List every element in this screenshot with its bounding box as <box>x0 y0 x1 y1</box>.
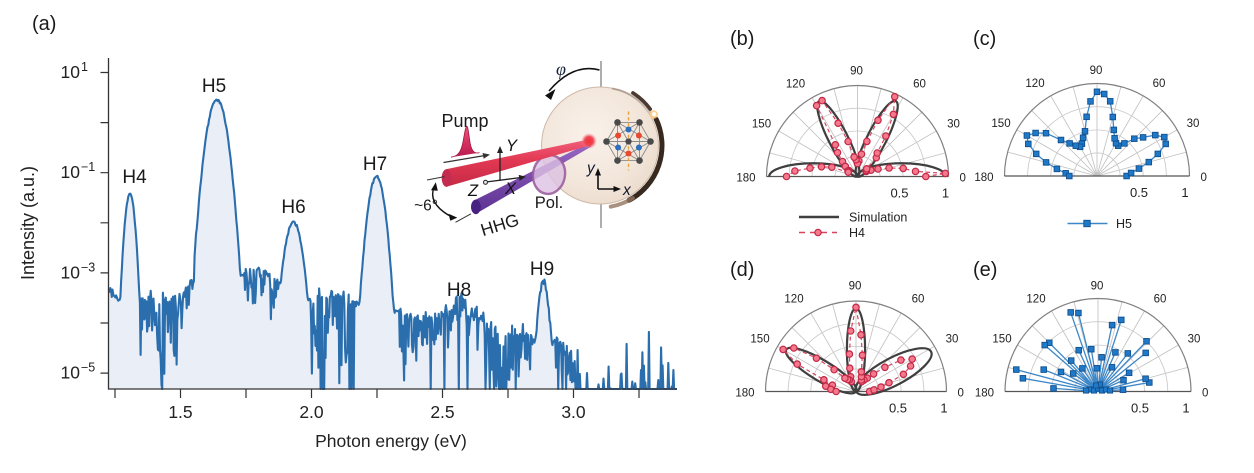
svg-text:y: y <box>586 160 596 177</box>
svg-text:0: 0 <box>960 173 966 185</box>
svg-text:1: 1 <box>942 186 949 201</box>
svg-text:150: 150 <box>750 334 769 346</box>
svg-text:180: 180 <box>736 173 755 185</box>
svg-text:150: 150 <box>992 334 1011 346</box>
svg-text:90: 90 <box>1091 281 1104 293</box>
svg-text:−3: −3 <box>81 260 95 274</box>
svg-text:90: 90 <box>849 281 862 293</box>
svg-text:(a): (a) <box>32 13 56 35</box>
svg-text:0.5: 0.5 <box>889 401 907 416</box>
svg-text:0: 0 <box>1202 388 1208 400</box>
svg-text:H6: H6 <box>281 197 305 218</box>
svg-text:150: 150 <box>752 119 771 131</box>
svg-text:120: 120 <box>784 294 803 306</box>
svg-text:H4: H4 <box>849 226 865 240</box>
svg-text:60: 60 <box>1154 294 1167 306</box>
svg-text:Intensity (a.u.): Intensity (a.u.) <box>18 166 38 280</box>
svg-text:0.5: 0.5 <box>1131 401 1149 416</box>
svg-text:(b): (b) <box>730 28 754 50</box>
svg-text:30: 30 <box>1187 118 1200 130</box>
svg-text:1: 1 <box>940 401 947 416</box>
svg-text:Pol.: Pol. <box>535 194 563 212</box>
svg-text:0: 0 <box>958 388 964 400</box>
svg-text:30: 30 <box>1188 334 1201 346</box>
svg-text:H9: H9 <box>530 259 554 280</box>
svg-text:H5: H5 <box>202 76 226 97</box>
svg-text:180: 180 <box>735 388 754 400</box>
svg-text:60: 60 <box>912 294 925 306</box>
svg-text:60: 60 <box>1153 78 1166 90</box>
svg-text:H7: H7 <box>363 154 387 175</box>
svg-text:(d): (d) <box>730 259 754 281</box>
svg-text:1: 1 <box>1181 185 1188 200</box>
svg-text:10: 10 <box>61 62 81 82</box>
svg-text:H8: H8 <box>447 280 471 301</box>
svg-text:30: 30 <box>947 119 960 131</box>
svg-text:180: 180 <box>974 172 993 184</box>
svg-text:1: 1 <box>1182 401 1189 416</box>
svg-text:X: X <box>504 180 517 198</box>
svg-text:10: 10 <box>61 262 81 282</box>
svg-text:1.5: 1.5 <box>168 402 192 422</box>
svg-text:10: 10 <box>61 363 81 383</box>
svg-text:120: 120 <box>786 79 805 91</box>
svg-text:150: 150 <box>991 118 1010 130</box>
svg-text:H4: H4 <box>122 167 147 188</box>
svg-text:2.5: 2.5 <box>430 402 454 422</box>
svg-text:0: 0 <box>1201 172 1207 184</box>
svg-text:0.5: 0.5 <box>1130 185 1148 200</box>
svg-text:φ: φ <box>556 59 566 79</box>
svg-text:−5: −5 <box>81 361 95 375</box>
svg-text:30: 30 <box>946 334 959 346</box>
svg-text:120: 120 <box>1026 294 1045 306</box>
svg-text:0.5: 0.5 <box>890 186 908 201</box>
svg-text:(c): (c) <box>973 28 996 50</box>
svg-text:x: x <box>622 182 632 199</box>
svg-text:90: 90 <box>850 66 863 78</box>
svg-text:Photon energy (eV): Photon energy (eV) <box>315 431 467 451</box>
svg-text:−1: −1 <box>81 160 95 174</box>
svg-text:3.0: 3.0 <box>561 402 586 422</box>
svg-text:Simulation: Simulation <box>849 211 907 225</box>
svg-text:Z: Z <box>467 182 479 200</box>
svg-text:10: 10 <box>61 162 81 182</box>
svg-text:90: 90 <box>1090 65 1103 77</box>
svg-text:60: 60 <box>913 79 926 91</box>
svg-text:(e): (e) <box>973 259 997 281</box>
svg-text:~6°: ~6° <box>414 198 438 215</box>
svg-text:Y: Y <box>506 137 518 155</box>
svg-text:120: 120 <box>1025 78 1044 90</box>
svg-text:H5: H5 <box>1116 217 1132 231</box>
svg-text:180: 180 <box>975 388 994 400</box>
svg-text:Pump: Pump <box>441 111 488 131</box>
svg-text:1: 1 <box>81 60 88 74</box>
svg-text:2.0: 2.0 <box>299 402 324 422</box>
